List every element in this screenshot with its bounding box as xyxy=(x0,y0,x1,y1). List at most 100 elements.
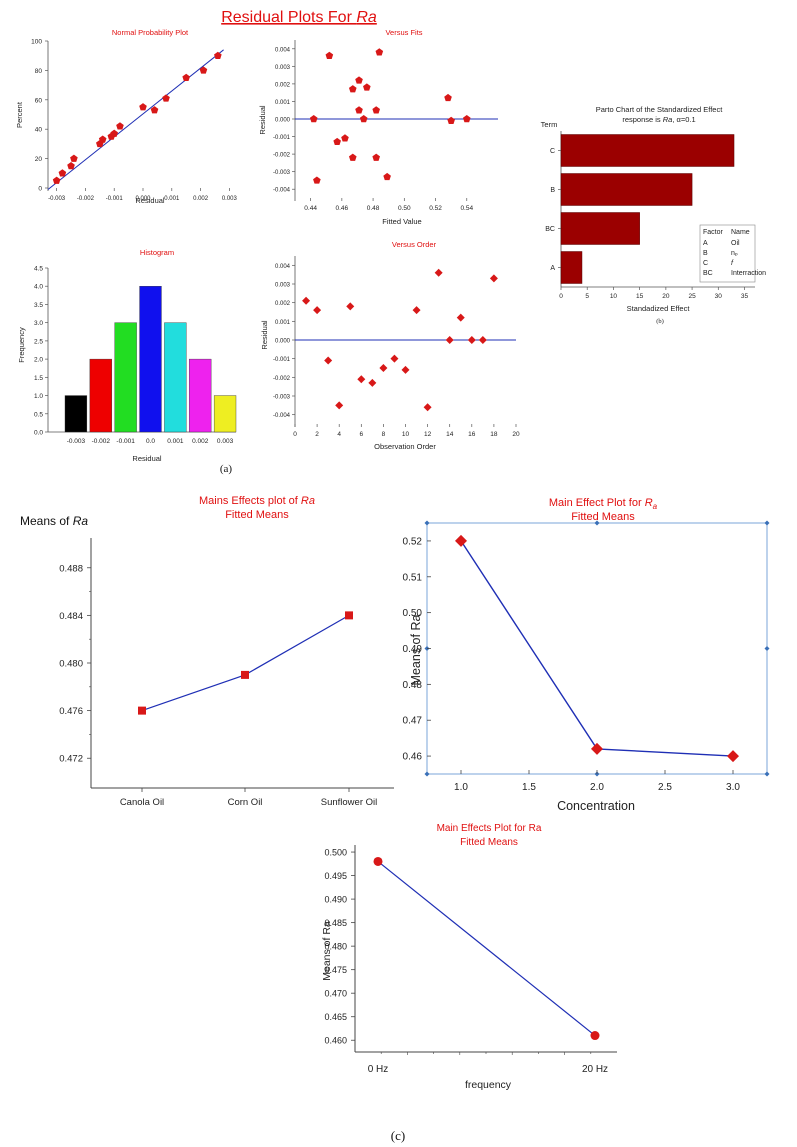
x-tick-label: 0.002 xyxy=(193,196,209,202)
x-tick-label: -0.001 xyxy=(116,438,135,445)
data-point xyxy=(313,306,322,315)
data-point xyxy=(489,274,498,283)
data-point xyxy=(324,356,333,365)
chart-title: Histogram xyxy=(140,248,174,257)
y-axis-label: Frequency xyxy=(17,327,26,363)
x-tick-label: 10 xyxy=(402,431,410,438)
legend-factor: A xyxy=(703,240,708,247)
chart-title: Parto Chart of the Standardized Effect xyxy=(596,105,724,114)
frame-handle xyxy=(764,646,770,651)
y-tick-label: 0.480 xyxy=(324,942,347,952)
legend-factor: B xyxy=(703,250,708,257)
chart-title: Versus Fits xyxy=(385,28,422,37)
y-tick-label: 0.485 xyxy=(324,918,347,928)
data-point xyxy=(462,115,471,123)
data-point xyxy=(67,161,75,170)
x-tick-label: 5 xyxy=(585,293,589,300)
versus-fits-plot: Versus Fits -0.004 -0.003 -0.002 -0.001 0.000… xyxy=(258,28,498,226)
x-tick-label: -0.002 xyxy=(92,438,111,445)
y-tick-label: -0.002 xyxy=(273,376,291,382)
y-tick-label: 0.50 xyxy=(403,608,423,619)
y-tick-label: 0.495 xyxy=(324,871,347,881)
y-tick-label: -0.004 xyxy=(273,413,291,419)
chart-subtitle-suffix: , α=0.1 xyxy=(672,115,695,124)
series-line xyxy=(141,614,350,712)
y-tick-label: -0.002 xyxy=(273,153,291,159)
legend-header-factor: Factor xyxy=(703,229,724,236)
y-axis-label: Residual xyxy=(260,320,269,350)
x-tick-label: 0.0 xyxy=(146,438,155,445)
x-tick-label: Corn Oil xyxy=(228,797,263,808)
data-point xyxy=(434,268,443,277)
data-point xyxy=(412,306,421,315)
y-tick-label: 0.490 xyxy=(324,895,347,905)
data-point xyxy=(379,364,388,372)
y-tick-label: 0.470 xyxy=(324,989,347,999)
x-tick-label: 20 Hz xyxy=(582,1064,608,1075)
histogram-bar xyxy=(139,286,162,433)
y-tick-label: B xyxy=(550,187,555,194)
y-tick-label: 0.004 xyxy=(275,264,291,270)
data-point xyxy=(241,670,249,679)
y-axis-label: Means of Ra xyxy=(321,921,333,981)
data-point xyxy=(341,134,349,142)
y-tick-label: 2.0 xyxy=(34,357,43,364)
x-axis-label: Concentration xyxy=(557,799,635,813)
data-point xyxy=(110,129,119,137)
data-point xyxy=(401,365,410,374)
x-tick-label: 0.54 xyxy=(460,205,473,212)
x-tick-label: 0 Hz xyxy=(368,1064,389,1075)
y-tick-label: 40 xyxy=(35,127,43,134)
y-axis-label: Residual xyxy=(258,105,267,135)
y-tick-label: 0.0 xyxy=(34,430,43,437)
data-point xyxy=(348,153,357,161)
legend-name: Interraction xyxy=(731,270,766,277)
data-point xyxy=(456,313,465,322)
chart-title: Versus Order xyxy=(392,240,437,249)
legend-name: Oil xyxy=(731,240,740,247)
x-axis-label: Fitted Value xyxy=(382,217,421,226)
legend-factor: C xyxy=(703,260,708,267)
x-tick-label: 0 xyxy=(293,431,297,438)
x-tick-label: 30 xyxy=(715,293,723,300)
y-tick-label: 0.002 xyxy=(275,82,291,88)
x-tick-label: 0.000 xyxy=(135,196,151,202)
data-point xyxy=(478,336,487,344)
x-tick-label: 2 xyxy=(315,431,319,438)
legend-name: f xyxy=(731,260,734,267)
mains-effects-oil-plot: Mains Effects plot of Ra Fitted Means Mean… xyxy=(20,495,394,808)
chart-title-text: Mains Effects plot of xyxy=(199,495,301,507)
y-tick-label: 0.003 xyxy=(275,65,291,71)
y-tick-label: 0.475 xyxy=(324,965,347,975)
y-tick-label: 0.48 xyxy=(403,680,423,691)
chart-subtitle: Fitted Means xyxy=(460,837,518,848)
histogram-plot: Histogram 0.0 0.5 1.0 1.5 2.0 2.5 3.0 3.5 4.0 4.5 -… xyxy=(17,248,237,463)
selection-frame xyxy=(426,522,768,775)
data-point xyxy=(325,51,334,60)
data-point xyxy=(590,1031,600,1041)
data-point xyxy=(591,742,603,755)
data-point xyxy=(346,302,355,311)
frame-handle xyxy=(764,771,770,777)
data-point xyxy=(727,750,739,763)
x-tick-label: 18 xyxy=(490,431,498,438)
y-tick-label: 0.000 xyxy=(275,339,291,345)
frame-handle xyxy=(594,520,600,526)
y-tick-label: 0.000 xyxy=(275,118,291,124)
data-point xyxy=(445,336,454,344)
y-tick-label: 1.5 xyxy=(34,375,43,382)
x-tick-label: 20 xyxy=(662,293,670,300)
histogram-bar xyxy=(164,322,187,433)
effect-bar xyxy=(560,212,640,245)
data-point xyxy=(355,106,363,114)
data-point xyxy=(390,354,399,363)
panel-label-b: (b) xyxy=(656,318,664,325)
y-axis-label: Means of Ra xyxy=(409,615,423,686)
y-tick-label: 0.003 xyxy=(275,283,291,289)
chart-title: Main Effects Plot for Ra xyxy=(437,823,542,834)
y-tick-label: 3.5 xyxy=(34,302,43,309)
x-tick-label: 1.0 xyxy=(454,782,468,793)
x-tick-label: 0.002 xyxy=(192,438,209,445)
